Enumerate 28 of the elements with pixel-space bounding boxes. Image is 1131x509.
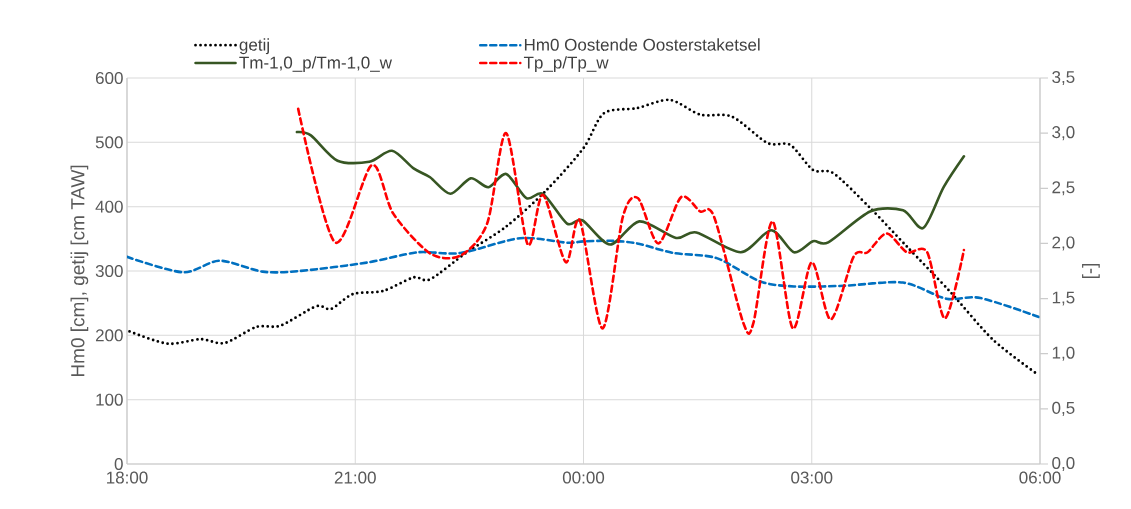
x-tick-label: 06:00 xyxy=(1019,471,1061,484)
x-tick-label: 00:00 xyxy=(562,471,605,484)
legend-label: Hm0 Oostende Oosterstaketsel xyxy=(524,38,760,51)
y-tick-label: 0 xyxy=(114,457,123,471)
y2-tick-label: 1,5 xyxy=(1052,291,1075,306)
y-tick-label: 400 xyxy=(95,200,123,213)
y-axis-title: Hm0 [cm], getij [cm TAW] xyxy=(70,165,89,377)
y2-tick-label: 3,5 xyxy=(1052,70,1075,86)
x-tick-label: 03:00 xyxy=(791,471,833,484)
y2-tick-label: 0,0 xyxy=(1052,456,1075,472)
y2-tick-label: 2,0 xyxy=(1052,236,1075,251)
y-tick-label: 300 xyxy=(95,264,123,278)
line-series xyxy=(127,236,1041,319)
y2-tick-label: 3,0 xyxy=(1052,126,1075,141)
y2-tick-label: 1,0 xyxy=(1052,346,1075,361)
legend-label: Tm-1,0_p/Tm-1,0_w xyxy=(239,56,392,72)
y2-tick-label: 2,5 xyxy=(1052,181,1075,196)
y-tick-label: 500 xyxy=(95,136,123,149)
legend-label: getij xyxy=(239,38,269,55)
line-series xyxy=(295,130,966,254)
x-tick-label: 18:00 xyxy=(107,471,148,484)
y-tick-label: 600 xyxy=(95,71,123,85)
y2-tick-label: 0,5 xyxy=(1052,401,1075,416)
legend-label: Tp_p/Tp_w xyxy=(523,56,609,72)
x-tick-label: 21:00 xyxy=(334,471,376,484)
y2-axis-title: [-] xyxy=(1082,263,1100,279)
y-tick-label: 200 xyxy=(95,329,123,342)
y-tick-label: 100 xyxy=(96,393,123,406)
